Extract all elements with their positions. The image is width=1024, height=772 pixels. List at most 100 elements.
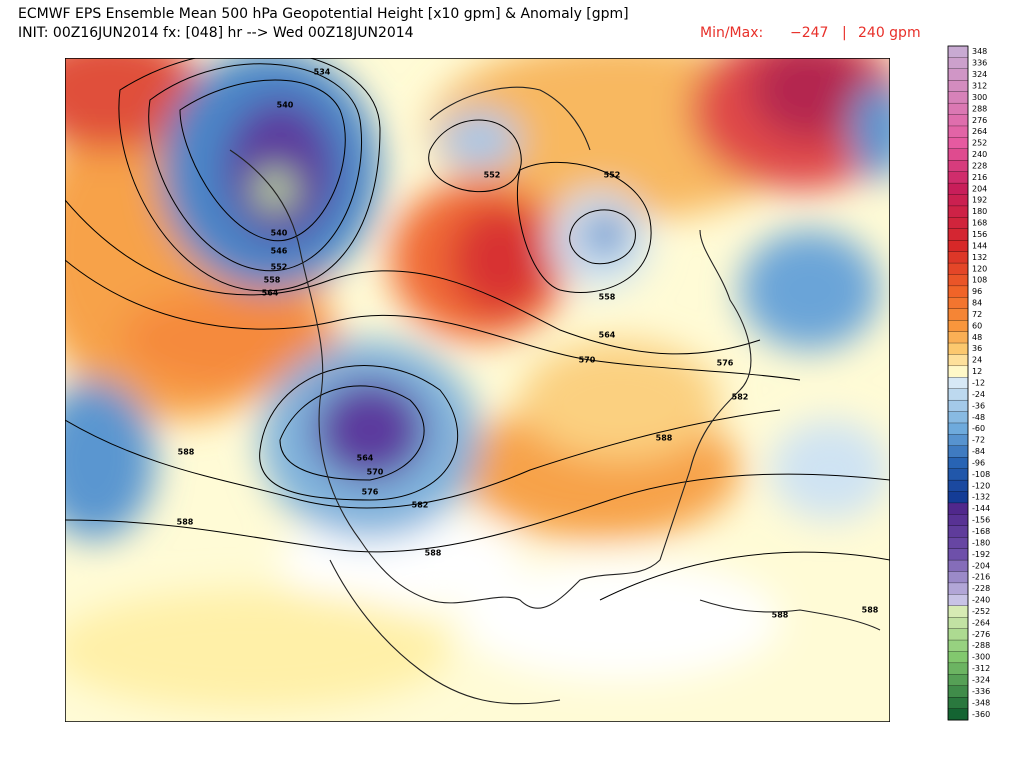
colorbar-swatch	[947, 57, 969, 70]
colorbar-swatch	[947, 708, 969, 721]
contour-label: 570	[367, 468, 384, 477]
colorbar-label: -264	[972, 618, 990, 627]
colorbar-label: -36	[972, 401, 985, 410]
colorbar-swatch	[947, 240, 969, 253]
colorbar-label: 156	[972, 230, 987, 239]
contour-label: 588	[177, 518, 194, 527]
colorbar-label: 36	[972, 344, 982, 353]
colorbar-swatch	[947, 228, 969, 241]
colorbar-swatch	[947, 182, 969, 195]
colorbar-label: -288	[972, 641, 990, 650]
colorbar-swatch	[947, 445, 969, 458]
colorbar-swatch	[947, 582, 969, 595]
colorbar-label: 228	[972, 161, 987, 170]
colorbar-swatch	[947, 171, 969, 184]
height-contours	[65, 58, 890, 601]
colorbar-swatch	[947, 537, 969, 550]
colorbar-swatch	[947, 662, 969, 675]
contour-label: 540	[271, 229, 288, 238]
separator: |	[842, 25, 847, 41]
title: ECMWF EPS Ensemble Mean 500 hPa Geopoten…	[18, 6, 629, 22]
colorbar-label: 336	[972, 59, 987, 68]
colorbar-label: 96	[972, 287, 982, 296]
colorbar-label: -348	[972, 698, 990, 707]
colorbar-swatch	[947, 342, 969, 355]
colorbar-label: -120	[972, 481, 990, 490]
colorbar-label: 132	[972, 253, 987, 262]
contour-label: 576	[717, 359, 734, 368]
colorbar-swatch	[947, 651, 969, 664]
colorbar-swatch	[947, 217, 969, 230]
colorbar-swatch	[947, 137, 969, 150]
contour-label: 582	[412, 501, 429, 510]
colorbar-label: -300	[972, 653, 990, 662]
colorbar-swatch	[947, 548, 969, 561]
colorbar-label: -84	[972, 447, 985, 456]
colorbar-swatch	[947, 68, 969, 81]
colorbar-label: 24	[972, 356, 982, 365]
max-value: 240 gpm	[858, 25, 921, 41]
colorbar-swatch	[947, 468, 969, 481]
colorbar-swatch	[947, 388, 969, 401]
colorbar-label: 264	[972, 127, 987, 136]
colorbar-swatch	[947, 205, 969, 218]
contour-labels: 534 540 540 546 552 558 564 552 552 558 564 570 576 5…	[177, 68, 879, 620]
colorbar-swatch	[947, 697, 969, 710]
colorbar-swatch	[947, 411, 969, 424]
colorbar-swatch	[947, 160, 969, 173]
contour-label: 588	[178, 448, 195, 457]
colorbar-label: -144	[972, 504, 990, 513]
colorbar-swatch	[947, 628, 969, 641]
contour-label: 534	[314, 68, 331, 77]
colorbar-swatch	[947, 80, 969, 93]
colorbar-label: 48	[972, 333, 982, 342]
contour-label: 552	[484, 171, 501, 180]
colorbar-label: 312	[972, 81, 987, 90]
colorbar-swatch	[947, 491, 969, 504]
colorbar-label: -240	[972, 596, 990, 605]
map: 534 540 540 546 552 558 564 552 552 558 564 570 576 5…	[65, 58, 890, 722]
colorbar-label: -60	[972, 424, 985, 433]
colorbar-swatch	[947, 594, 969, 607]
colorbar-swatch	[947, 674, 969, 687]
colorbar-swatch	[947, 45, 969, 58]
contour-label: 552	[604, 171, 621, 180]
colorbar-label: -96	[972, 458, 985, 467]
colorbar-swatch	[947, 354, 969, 367]
contour-label: 582	[732, 393, 749, 402]
colorbar-label: 252	[972, 139, 987, 148]
colorbar-swatch	[947, 571, 969, 584]
colorbar-swatch	[947, 605, 969, 618]
contour-label: 552	[271, 263, 288, 272]
colorbar-label: -12	[972, 379, 985, 388]
colorbar-swatch	[947, 377, 969, 390]
colorbar-swatch	[947, 639, 969, 652]
contour-label: 558	[264, 276, 281, 285]
colorbar-swatch	[947, 91, 969, 104]
colorbar: 348 336 324 312 300 288 276 264 252 240 228 216 204 1…	[947, 45, 990, 721]
colorbar-swatch	[947, 525, 969, 538]
colorbar-swatch	[947, 308, 969, 321]
colorbar-label: -108	[972, 470, 990, 479]
colorbar-label: -192	[972, 550, 990, 559]
colorbar-label: -276	[972, 630, 990, 639]
colorbar-label: 120	[972, 264, 987, 273]
colorbar-label: -324	[972, 676, 990, 685]
colorbar-label: 348	[972, 47, 987, 56]
colorbar-label: 216	[972, 173, 987, 182]
colorbar-label: 60	[972, 321, 982, 330]
colorbar-label: 288	[972, 104, 987, 113]
contour-label: 576	[362, 488, 379, 497]
colorbar-swatch	[947, 399, 969, 413]
min-value: −247	[790, 25, 828, 41]
colorbar-swatch	[947, 262, 969, 275]
coastlines	[229, 86, 881, 705]
contour-label: 564	[262, 289, 279, 298]
colorbar-swatch	[947, 514, 969, 527]
colorbar-label: 192	[972, 196, 987, 205]
colorbar-swatch	[947, 685, 969, 698]
minmax-label: Min/Max:	[700, 25, 763, 41]
colorbar-swatch	[947, 617, 969, 630]
colorbar-swatch	[947, 285, 969, 298]
